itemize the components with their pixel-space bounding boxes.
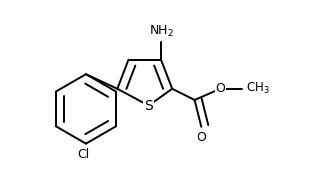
Text: O: O xyxy=(196,131,206,144)
Text: Cl: Cl xyxy=(78,148,90,161)
Text: NH$_2$: NH$_2$ xyxy=(148,24,174,39)
Text: O: O xyxy=(215,82,225,95)
Text: S: S xyxy=(144,99,153,112)
Text: CH$_3$: CH$_3$ xyxy=(246,81,270,96)
